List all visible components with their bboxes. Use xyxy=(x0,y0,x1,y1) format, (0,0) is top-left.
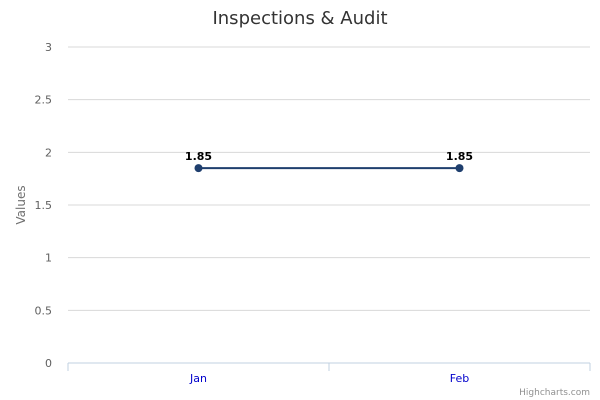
data-point[interactable] xyxy=(455,164,464,173)
y-tick-label: 2.5 xyxy=(35,94,53,107)
series xyxy=(194,164,464,173)
data-label: 1.85 xyxy=(185,150,212,163)
x-tick-label: Jan xyxy=(189,372,207,385)
y-axis-label: Values xyxy=(14,185,28,224)
grid-lines xyxy=(68,46,590,311)
y-tick-label: 1 xyxy=(45,252,52,265)
chart-title: Inspections & Audit xyxy=(212,8,387,29)
x-tick-label: Feb xyxy=(450,372,469,385)
credits-link[interactable]: Highcharts.com xyxy=(519,388,590,398)
x-axis: Jan Feb xyxy=(67,362,591,385)
y-tick-label: 0 xyxy=(45,357,52,370)
y-tick-label: 1.5 xyxy=(35,199,53,212)
data-labels: 1.85 1.85 xyxy=(185,150,473,163)
y-tick-label: 0.5 xyxy=(35,304,53,317)
y-tick-label: 3 xyxy=(45,41,52,54)
y-tick-label: 2 xyxy=(45,146,52,159)
data-point[interactable] xyxy=(194,164,203,173)
data-label: 1.85 xyxy=(446,150,473,163)
y-axis-ticks: 0 0.5 1 1.5 2 2.5 3 xyxy=(35,41,53,370)
